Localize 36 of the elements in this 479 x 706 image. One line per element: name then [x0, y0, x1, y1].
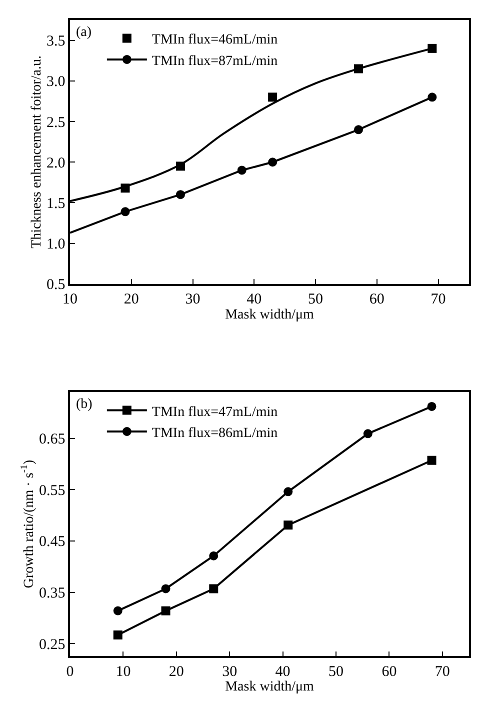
x-tick-label: 50: [328, 664, 344, 680]
x-tick-label: 40: [275, 664, 290, 680]
x-tick-label: 30: [185, 292, 200, 308]
y-tick-label: 1.0: [46, 236, 66, 253]
y-tick-label: 0.25: [39, 636, 66, 653]
y-tick-label: 3.5: [46, 34, 66, 50]
x-tick-label: 50: [308, 292, 324, 308]
x-axis-title: Mask width/μm: [225, 308, 314, 323]
x-tick-label: 60: [369, 292, 384, 308]
y-tick-label: 1.5: [46, 196, 66, 212]
x-tick-label: 20: [168, 664, 184, 680]
y-tick-label: 0.55: [39, 482, 66, 499]
x-tick-label: 30: [222, 664, 238, 680]
x-tick-label: 60: [382, 664, 397, 680]
legend-label: TMIn flux=46mL/min: [152, 32, 278, 48]
y-tick-label: 0.5: [46, 277, 66, 294]
x-tick-label: 20: [124, 292, 139, 308]
y-tick-label: 0.65: [39, 432, 66, 448]
annotation: (b): [76, 397, 93, 412]
legend-label: TMIn flux=86mL/min: [152, 426, 278, 441]
y-tick-label: 0.45: [39, 534, 66, 550]
y-tick-label: 3.0: [46, 74, 66, 90]
x-tick-label: 10: [62, 292, 78, 308]
y-tick-label: 0.35: [39, 586, 66, 602]
x-tick-label: 40: [246, 292, 262, 308]
x-tick-label: 10: [116, 664, 131, 680]
y-tick-label: 2.0: [46, 155, 66, 172]
legend-label: TMIn flux=87mL/min: [152, 54, 278, 69]
x-tick-label: 0: [66, 664, 74, 680]
annotation: (a): [76, 25, 92, 40]
x-tick-label: 70: [434, 664, 450, 680]
x-tick-label: 70: [430, 292, 446, 308]
x-axis-title: Mask width/μm: [225, 680, 314, 695]
y-tick-label: 2.5: [46, 114, 66, 131]
y-axis-title: Thickness enhancement foitor/a.u.: [30, 56, 45, 248]
legend-label: TMIn flux=47mL/min: [152, 404, 278, 420]
